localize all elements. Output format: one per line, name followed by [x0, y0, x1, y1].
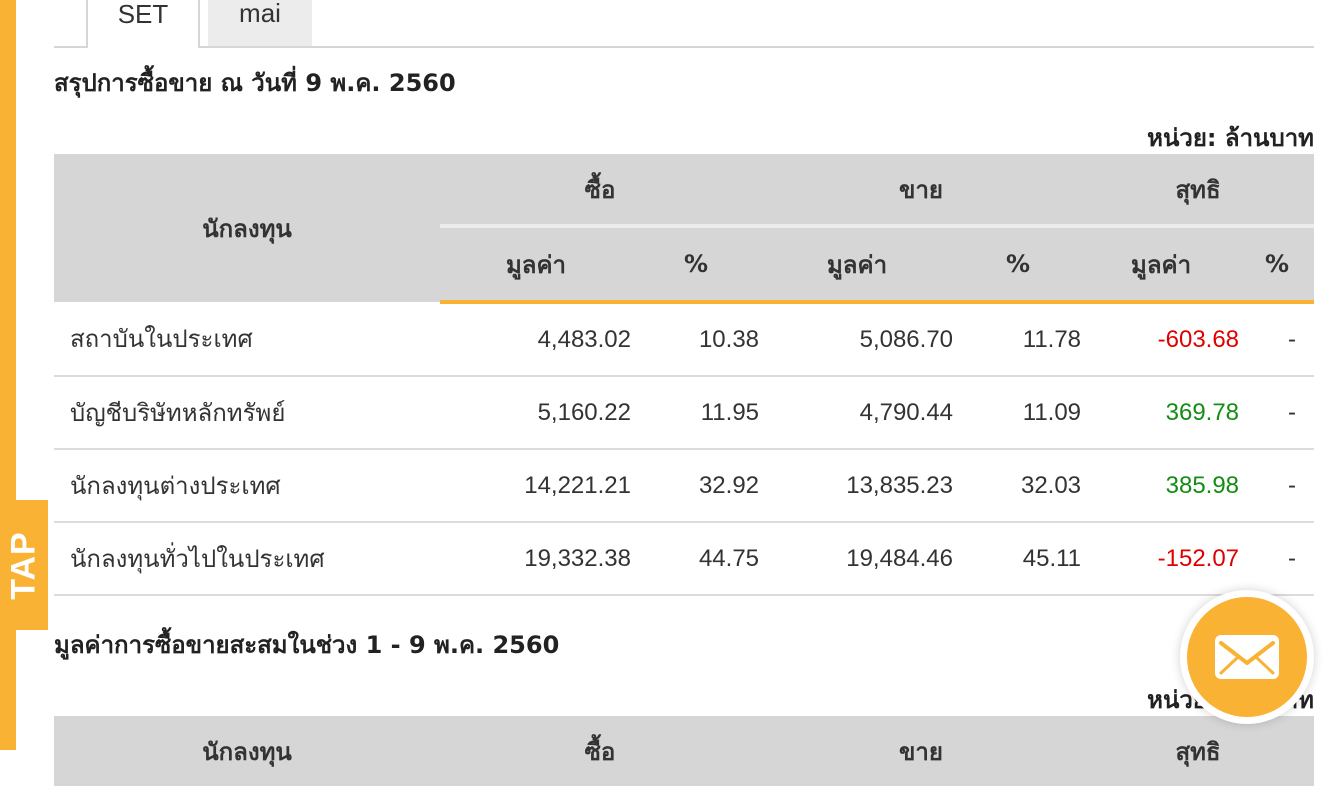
side-accent-bar: [0, 0, 16, 750]
row-sell-percent: 45.11: [954, 522, 1083, 596]
header-buy-percent: %: [632, 224, 761, 304]
row-buy-percent: 11.95: [632, 376, 761, 450]
header-sell-value: มูลค่า: [760, 224, 955, 304]
market-tabs: SET mai: [54, 0, 1314, 48]
row-investor-name: สถาบันในประเทศ: [54, 302, 440, 377]
row-net-percent: -: [1240, 376, 1315, 450]
cumulative-header-net: สุทธิ: [1082, 716, 1314, 786]
row-buy-percent: 44.75: [632, 522, 761, 596]
row-sell-value: 13,835.23: [760, 449, 955, 523]
row-net-percent: -: [1240, 522, 1315, 596]
tap-label: TAP: [4, 530, 43, 600]
cumulative-header-buy: ซื้อ: [440, 716, 760, 786]
header-net-percent: %: [1240, 224, 1315, 304]
row-net-value: -603.68: [1082, 302, 1241, 377]
row-net-percent: -: [1240, 302, 1315, 377]
summary-table: นักลงทุน ซื้อ ขาย สุทธิ มูลค่า % มูลค่า …: [54, 154, 1315, 596]
row-buy-value: 4,483.02: [440, 302, 632, 377]
cumulative-title: มูลค่าการซื้อขายสะสมในช่วง 1 - 9 พ.ค. 25…: [54, 631, 560, 659]
row-sell-value: 19,484.46: [760, 522, 955, 596]
mail-icon: [1215, 635, 1279, 679]
cumulative-header-investor: นักลงทุน: [54, 716, 440, 786]
table-row: สถาบันในประเทศ 4,483.02 10.38 5,086.70 1…: [54, 302, 1315, 377]
header-net: สุทธิ: [1082, 154, 1315, 226]
row-buy-value: 5,160.22: [440, 376, 632, 450]
row-buy-value: 14,221.21: [440, 449, 632, 523]
header-buy: ซื้อ: [440, 154, 761, 226]
summary-unit: หน่วย: ล้านบาท: [1147, 124, 1314, 152]
row-investor-name: บัญชีบริษัทหลักทรัพย์: [54, 376, 440, 450]
row-net-value: 369.78: [1082, 376, 1241, 450]
tab-mai[interactable]: mai: [208, 0, 312, 46]
row-sell-percent: 32.03: [954, 449, 1083, 523]
row-net-value: -152.07: [1082, 522, 1241, 596]
table-row: นักลงทุนต่างประเทศ 14,221.21 32.92 13,83…: [54, 449, 1315, 523]
tap-side-tab[interactable]: TAP: [0, 500, 48, 630]
row-buy-value: 19,332.38: [440, 522, 632, 596]
row-net-percent: -: [1240, 449, 1315, 523]
row-sell-percent: 11.78: [954, 302, 1083, 377]
row-net-value: 385.98: [1082, 449, 1241, 523]
cumulative-header-sell: ขาย: [760, 716, 1082, 786]
header-sell: ขาย: [760, 154, 1083, 226]
row-investor-name: นักลงทุนต่างประเทศ: [54, 449, 440, 523]
cumulative-table: นักลงทุน ซื้อ ขาย สุทธิ: [54, 716, 1314, 786]
header-buy-value: มูลค่า: [440, 224, 632, 304]
tab-set[interactable]: SET: [86, 0, 200, 48]
table-row: บัญชีบริษัทหลักทรัพย์ 5,160.22 11.95 4,7…: [54, 376, 1315, 450]
summary-title: สรุปการซื้อขาย ณ วันที่ 9 พ.ค. 2560: [54, 69, 456, 97]
tab-mai-label: mai: [239, 0, 281, 28]
row-investor-name: นักลงทุนทั่วไปในประเทศ: [54, 522, 440, 596]
row-sell-value: 5,086.70: [760, 302, 955, 377]
mail-button-circle: [1187, 597, 1307, 717]
row-buy-percent: 32.92: [632, 449, 761, 523]
mail-button[interactable]: [1180, 590, 1314, 724]
header-investor: นักลงทุน: [54, 154, 440, 302]
table-row: นักลงทุนทั่วไปในประเทศ 19,332.38 44.75 1…: [54, 522, 1315, 596]
header-net-value: มูลค่า: [1082, 224, 1241, 304]
row-buy-percent: 10.38: [632, 302, 761, 377]
tab-set-label: SET: [117, 0, 169, 29]
row-sell-percent: 11.09: [954, 376, 1083, 450]
row-sell-value: 4,790.44: [760, 376, 955, 450]
header-sell-percent: %: [954, 224, 1083, 304]
